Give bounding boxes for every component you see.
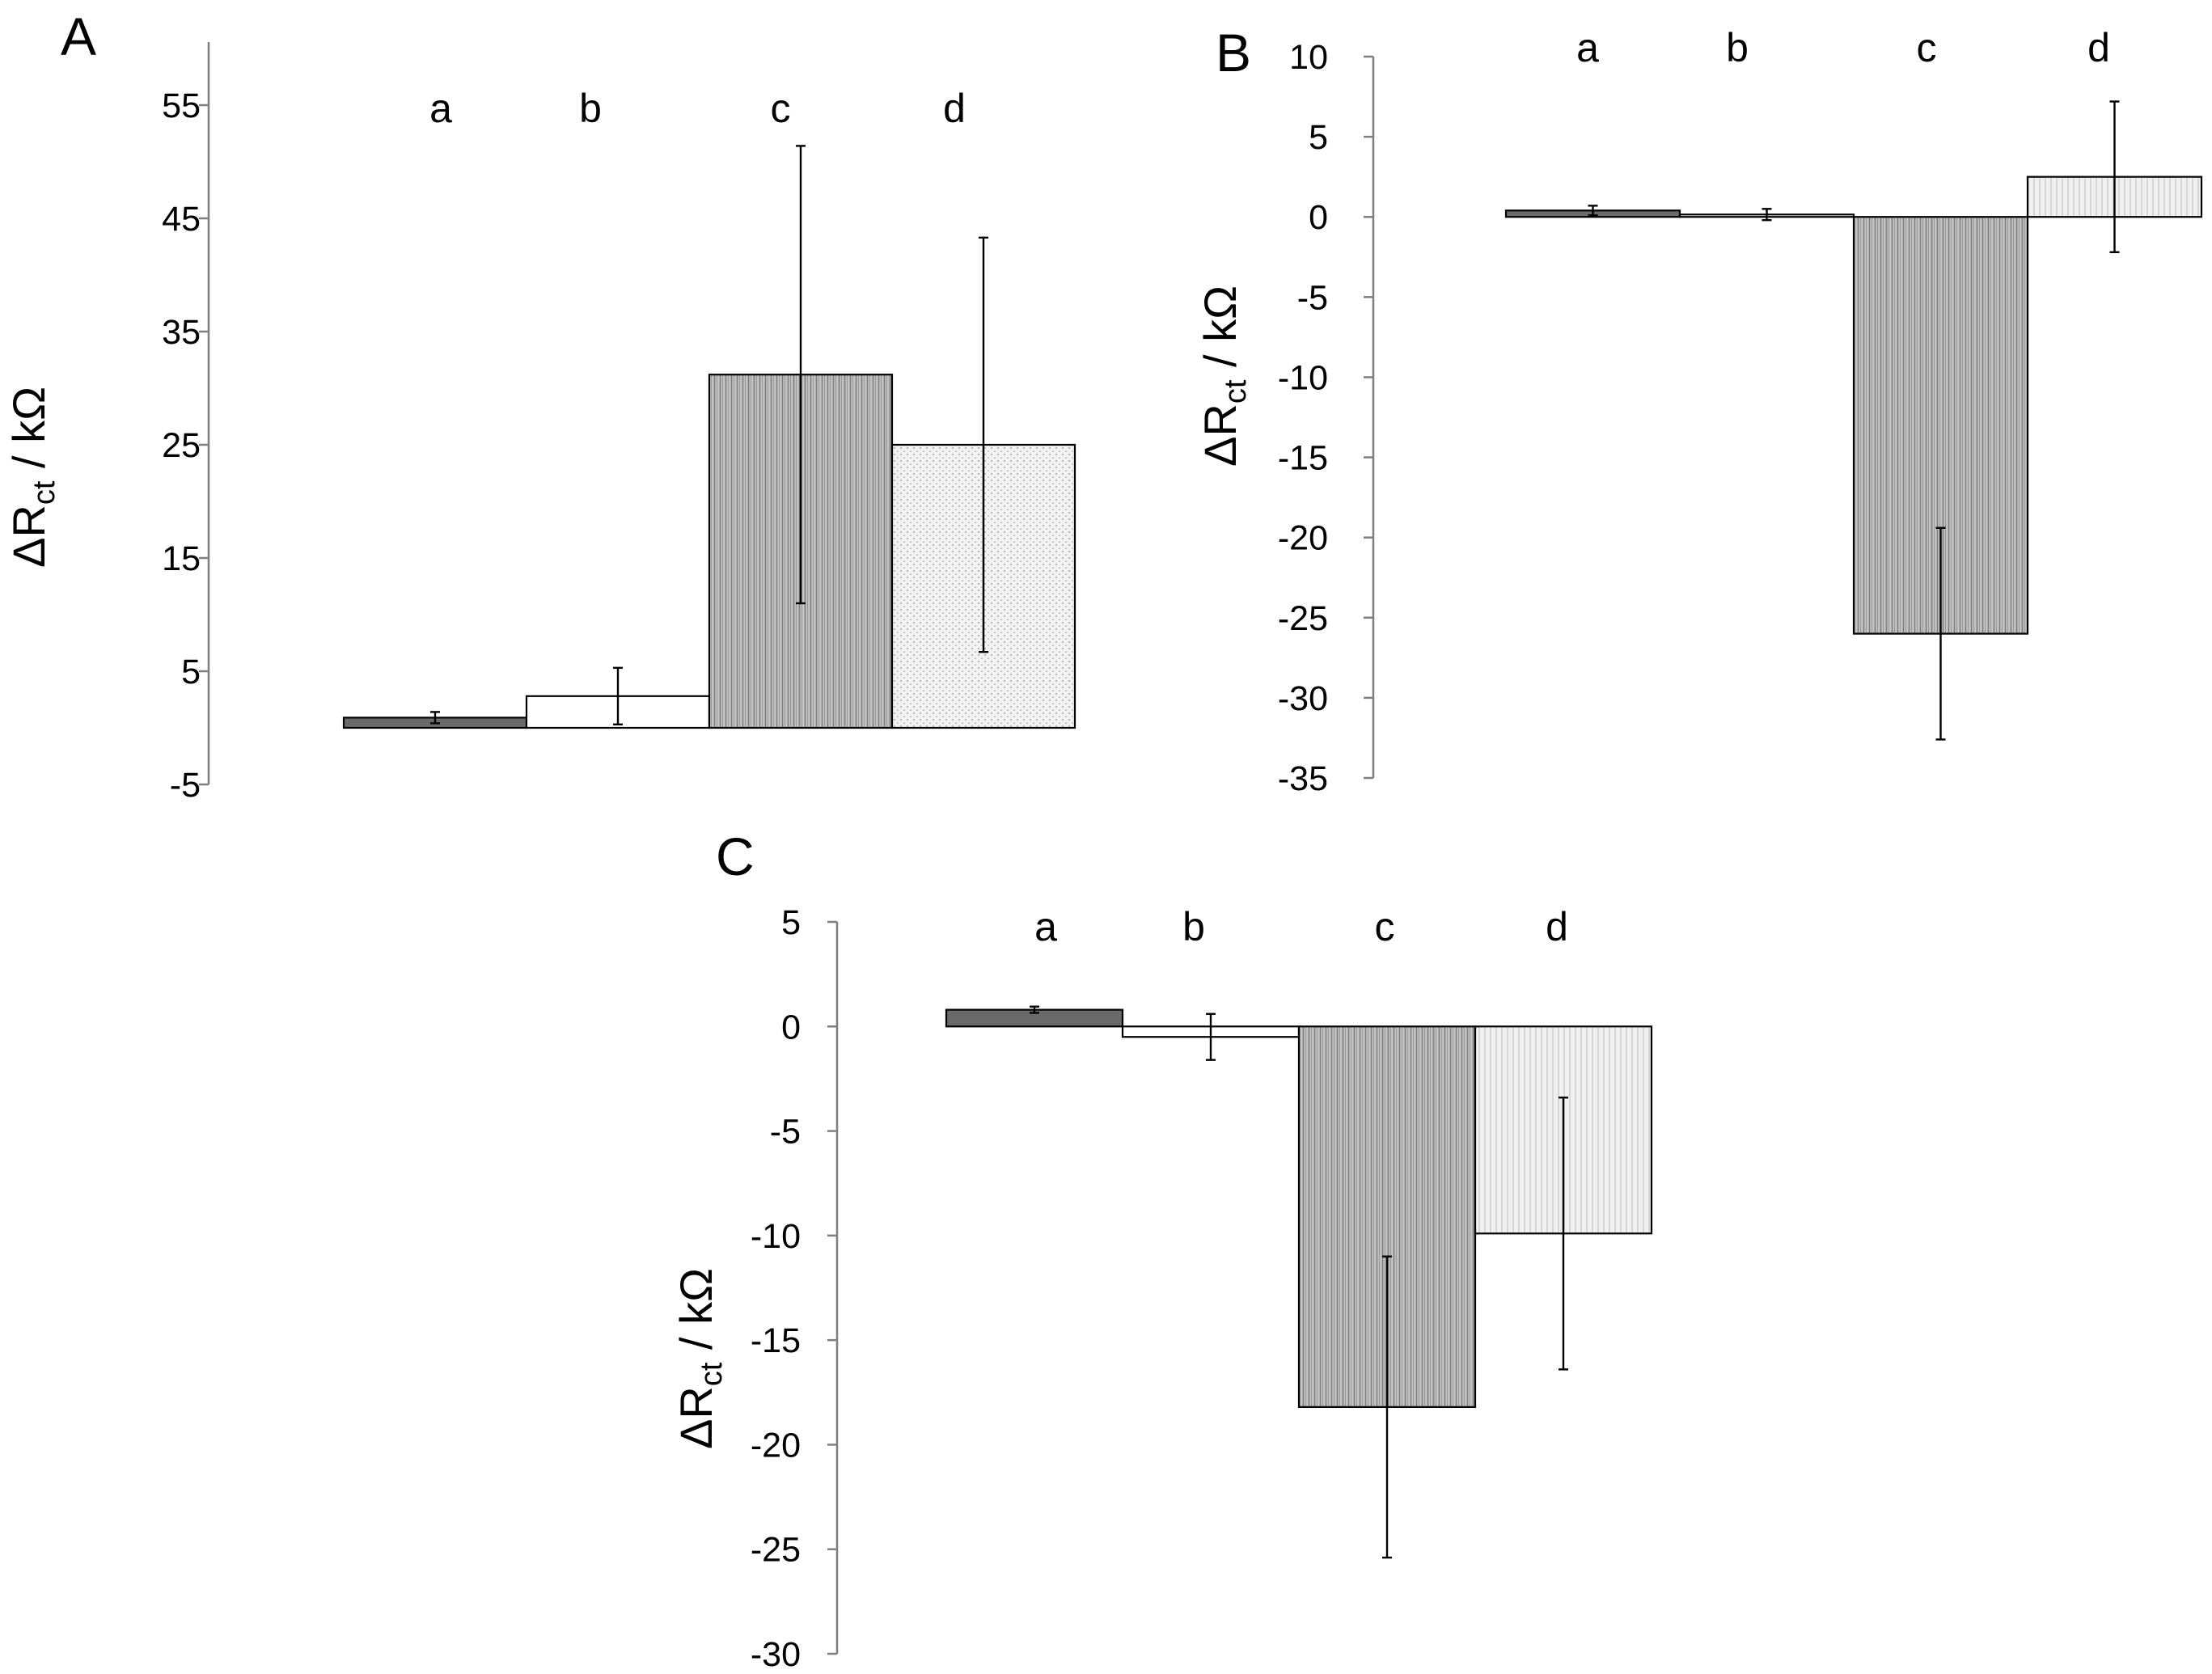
panel-c: -30 -25 -20 -15 -10 -5 0 5 a b c d C ΔRct / kΩ [670, 826, 1653, 1674]
panel-b-tick-label: -25 [1278, 599, 1328, 638]
panel-c-category-label: c [1375, 904, 1395, 949]
y-label-subscript: ct [27, 480, 61, 505]
panel-a-letter: A [61, 6, 96, 66]
panel-b-tick-label: -35 [1278, 759, 1328, 798]
panel-b-category-label: d [2087, 25, 2110, 70]
panel-b-tick-label: 0 [1309, 198, 1328, 237]
panel-b-y-axis-label: ΔRct / kΩ [1195, 285, 1253, 467]
panel-b-category-label: b [1726, 25, 1749, 70]
panel-b-tick-label: 10 [1289, 38, 1328, 77]
panel-b-tick-label: -10 [1278, 358, 1328, 397]
panel-a-category-label: b [579, 86, 602, 131]
panel-c-tick-label: -30 [751, 1635, 801, 1674]
panel-a-tick-label: 55 [162, 87, 201, 125]
panel-c-category-label: a [1034, 904, 1057, 949]
panel-c-tick-label: -20 [751, 1426, 801, 1465]
panel-c-tick-label: -15 [751, 1321, 801, 1360]
y-label-subscript: ct [695, 1362, 729, 1386]
panel-c-category-label: b [1182, 904, 1205, 949]
panel-c-tick-label: 5 [781, 903, 801, 942]
panel-c-tick-label: -5 [770, 1113, 801, 1152]
panel-b-category-label: a [1576, 25, 1599, 70]
panel-b-tick-label: -5 [1297, 278, 1328, 317]
y-label-subscript: ct [1219, 379, 1253, 404]
panel-c-tick-label: -25 [751, 1531, 801, 1570]
panel-b-letter: B [1216, 23, 1251, 82]
panel-b: -35 -30 -25 -20 -15 -10 -5 0 5 10 a b c d B ΔRct / kΩ [1195, 23, 2203, 798]
panel-b-tick-label: -20 [1278, 519, 1328, 558]
panel-b-tick-label: -15 [1278, 439, 1328, 478]
panel-c-tick-label: 0 [781, 1008, 801, 1046]
panel-b-tick-label: 5 [1309, 118, 1328, 157]
panel-b-tick-label: -30 [1278, 679, 1328, 718]
y-label-unit: / kΩ [670, 1268, 721, 1363]
panel-c-y-axis-label: ΔRct / kΩ [670, 1268, 729, 1449]
panel-a-category-label: c [771, 86, 791, 131]
panel-a-tick-label: 5 [181, 653, 201, 691]
panel-a-tick-label: 45 [162, 200, 201, 239]
y-label-unit: / kΩ [1195, 285, 1246, 380]
y-label-unit: / kΩ [3, 387, 54, 481]
panel-a-tick-label: 35 [162, 313, 201, 352]
panel-a-category-label: a [429, 86, 452, 131]
panel-a: -5 5 15 25 35 45 55 a b c d A ΔRct / kΩ [3, 6, 1076, 805]
panel-c-tick-label: -10 [751, 1217, 801, 1256]
panel-a-category-label: d [943, 86, 966, 131]
y-label-main: ΔR [670, 1386, 721, 1449]
panel-a-tick-label: 25 [162, 426, 201, 465]
panel-c-category-label: d [1546, 904, 1568, 949]
panel-a-tick-label: 15 [162, 539, 201, 578]
panel-a-y-axis-label: ΔRct / kΩ [3, 387, 61, 568]
panel-b-category-label: c [1917, 25, 1937, 70]
y-label-main: ΔR [3, 505, 54, 568]
panel-a-tick-label: -5 [170, 766, 201, 805]
y-label-main: ΔR [1195, 404, 1246, 467]
panel-c-letter: C [716, 826, 755, 886]
